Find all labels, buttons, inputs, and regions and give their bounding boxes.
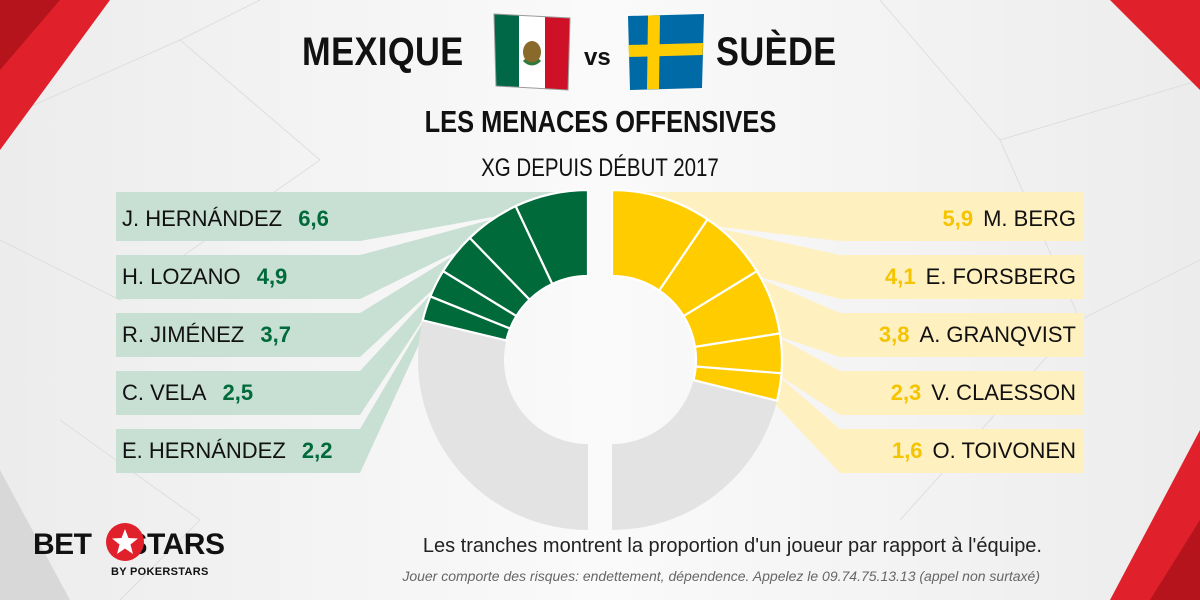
- mexico-label-panel: [116, 196, 588, 241]
- logo-bet: BET: [33, 528, 92, 561]
- mexico-player-label: H. LOZANO 4,9: [122, 256, 287, 298]
- mexico-player-label: J. HERNÁNDEZ 6,6: [122, 198, 329, 240]
- title-row: MEXIQUE vs SUÈDE: [0, 8, 1200, 91]
- player-name: V. CLAESSON: [931, 380, 1076, 405]
- mexico-player-label: E. HERNÁNDEZ 2,2: [122, 430, 333, 472]
- team-left-name: MEXIQUE: [302, 30, 464, 74]
- player-name: H. LOZANO: [122, 264, 241, 289]
- player-xg-value: 2,5: [222, 380, 254, 405]
- mexico-player-label: R. JIMÉNEZ 3,7: [122, 314, 291, 356]
- mexico-slice: [421, 294, 512, 342]
- player-xg-value: 5,9: [942, 206, 974, 231]
- mexico-label-panel: [116, 212, 519, 299]
- sweden-label-panel: [612, 196, 1084, 241]
- player-name: E. HERNÁNDEZ: [122, 438, 286, 463]
- sweden-label-panel: [751, 274, 1084, 357]
- sweden-flag-icon: [628, 14, 704, 90]
- sweden-label-panel: [703, 225, 1084, 299]
- label-panels: [116, 192, 1084, 473]
- mexico-label-panel: [116, 242, 475, 357]
- player-xg-value: 3,8: [878, 322, 910, 347]
- player-name: J. HERNÁNDEZ: [122, 206, 283, 231]
- mexico-panel-top: [116, 192, 585, 197]
- player-name: E. FORSBERG: [925, 264, 1076, 289]
- sweden-label-panel: [773, 334, 1084, 415]
- sweden-player-label: 5,9 M. BERG: [943, 198, 1077, 240]
- mexico-label-panel: [116, 274, 449, 415]
- player-xg-value: 4,9: [256, 264, 288, 289]
- player-xg-value: 3,7: [260, 322, 291, 347]
- sweden-slice: [692, 365, 783, 403]
- player-name: A. GRANQVIST: [919, 322, 1076, 347]
- sweden-label-panel: [770, 372, 1084, 473]
- player-name: C. VELA: [122, 380, 207, 405]
- footer-note: Les tranches montrent la proportion d'un…: [422, 535, 1042, 557]
- player-xg-value: 2,2: [301, 438, 333, 463]
- betstars-logo: BET STARS BY POKERSTARS: [33, 523, 229, 588]
- footer-disclaimer: Jouer comporte des risques: endettement,…: [402, 568, 1040, 584]
- star-icon: [106, 523, 144, 561]
- player-name: M. BERG: [983, 206, 1076, 231]
- mexico-remainder-slice: [418, 320, 588, 530]
- sweden-panel-top: [615, 192, 1084, 197]
- player-name: O. TOIVONEN: [932, 438, 1076, 463]
- player-xg-value: 1,6: [891, 438, 923, 463]
- sweden-remainder-slice: [612, 380, 778, 530]
- mexico-flag-icon: [493, 13, 571, 91]
- team-right-name: SUÈDE: [716, 30, 837, 74]
- mexico-label-panel: [116, 299, 437, 473]
- sweden-player-label: 1,6 O. TOIVONEN: [892, 430, 1076, 472]
- player-xg-value: 4,1: [885, 264, 916, 289]
- player-xg-value: 6,6: [298, 206, 329, 231]
- chart-subheading: XG DEPUIS DÉBUT 2017: [481, 154, 719, 182]
- player-xg-value: 2,3: [890, 380, 922, 405]
- sweden-player-label: 2,3 V. CLAESSON: [891, 372, 1076, 414]
- player-name: R. JIMÉNEZ: [122, 322, 245, 347]
- sweden-player-label: 4,1 E. FORSBERG: [885, 256, 1076, 298]
- donut-slices: [418, 188, 784, 530]
- vs-label: vs: [584, 44, 611, 71]
- mexico-player-label: C. VELA 2,5: [122, 372, 253, 414]
- sweden-player-label: 3,8 A. GRANQVIST: [879, 314, 1076, 356]
- logo-sub: BY POKERSTARS: [111, 566, 209, 578]
- chart-heading: LES MENACES OFFENSIVES: [424, 104, 776, 139]
